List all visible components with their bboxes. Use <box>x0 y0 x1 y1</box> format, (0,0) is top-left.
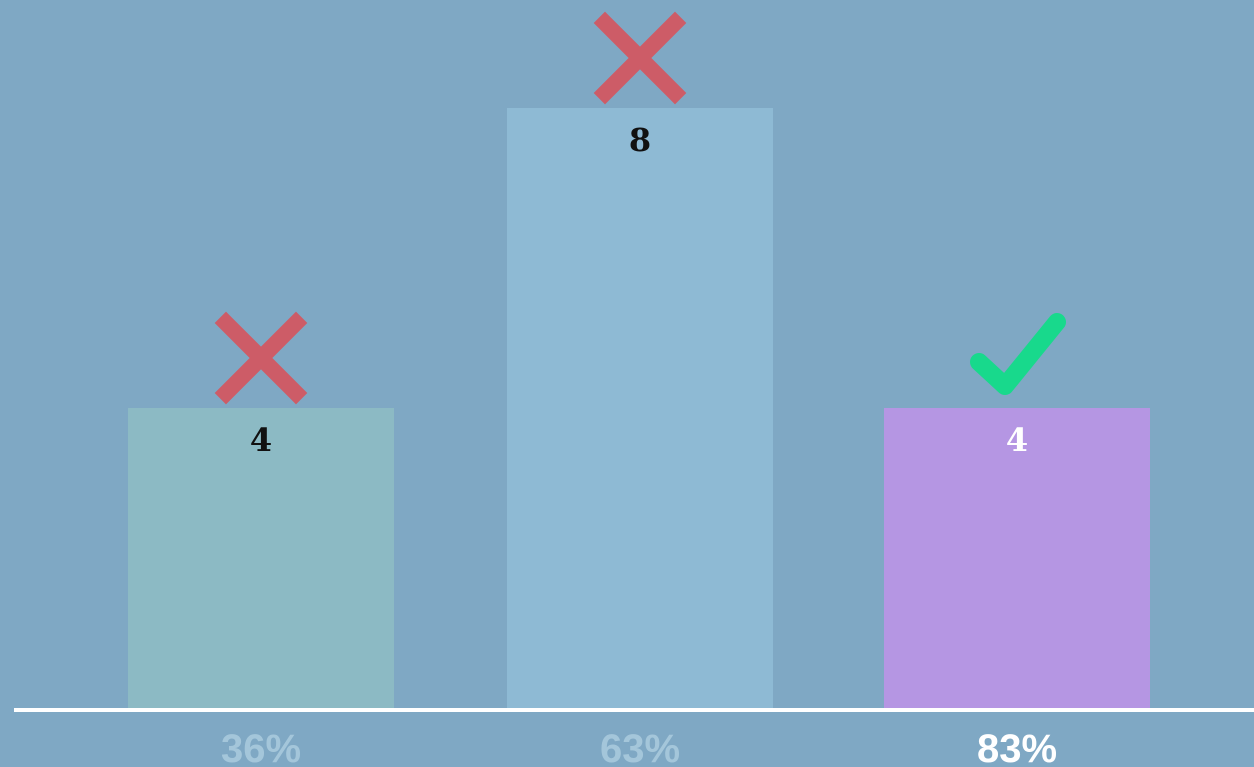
value-label: 4 <box>1006 421 1028 459</box>
bar <box>884 408 1150 708</box>
cross-icon <box>214 311 308 405</box>
x-tick-label: 36% <box>221 727 301 767</box>
bar <box>507 108 773 708</box>
check-icon <box>970 313 1066 395</box>
value-label: 4 <box>250 421 272 459</box>
value-label: 8 <box>629 121 651 159</box>
cross-icon <box>593 11 687 105</box>
x-tick-label: 63% <box>600 727 680 767</box>
x-tick-label: 83% <box>977 727 1057 767</box>
bar <box>128 408 394 708</box>
